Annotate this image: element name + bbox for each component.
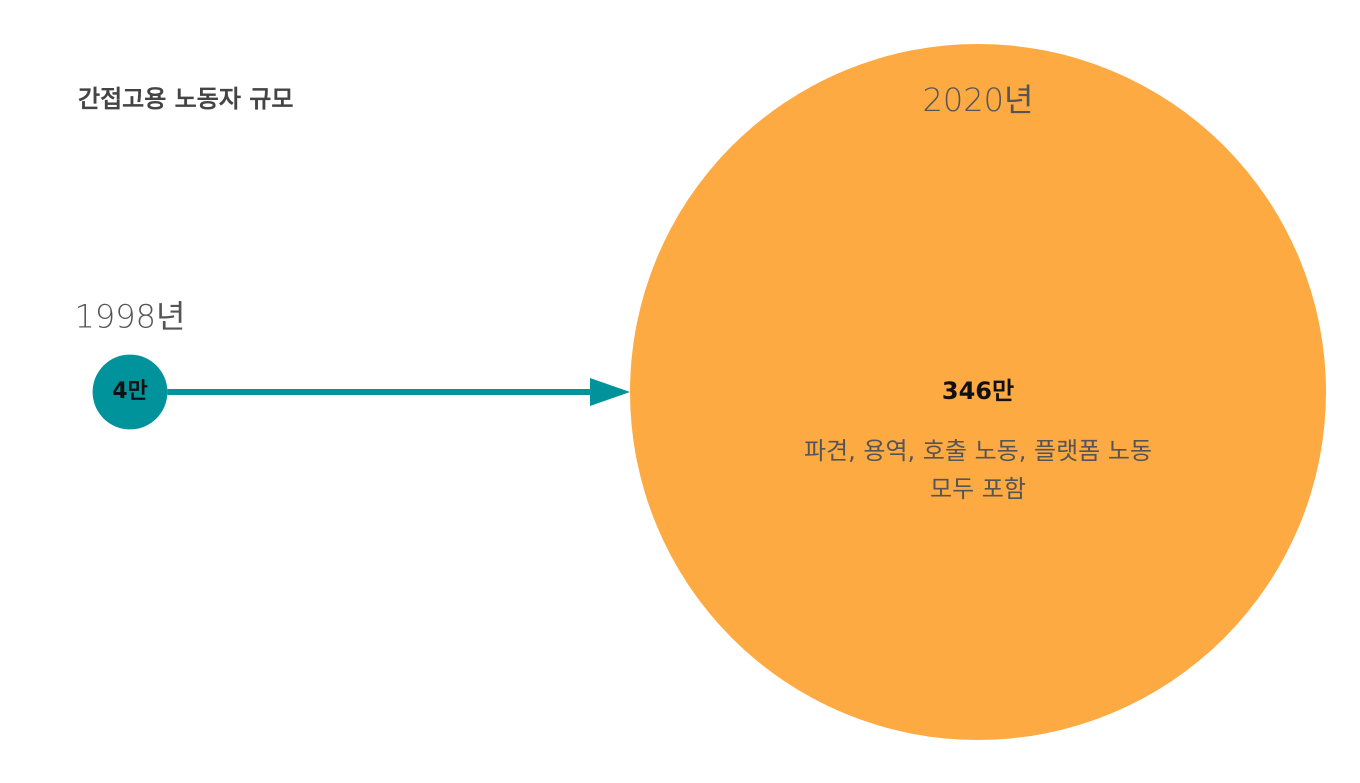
annotation: 모두 포함 (930, 475, 1026, 503)
chart-title: 간접고용 노동자 규모 (78, 85, 293, 113)
annotation: 파견, 용역, 호출 노동, 플랫폼 노동 (804, 437, 1152, 465)
bubble (630, 44, 1326, 740)
bubble (92, 354, 168, 430)
value-label: 4만 (112, 379, 148, 404)
year-label: 2020년 (923, 81, 1034, 119)
arrow-head (590, 378, 630, 406)
value-label: 346만 (942, 377, 1014, 405)
year-label: 1998년 (75, 298, 186, 336)
